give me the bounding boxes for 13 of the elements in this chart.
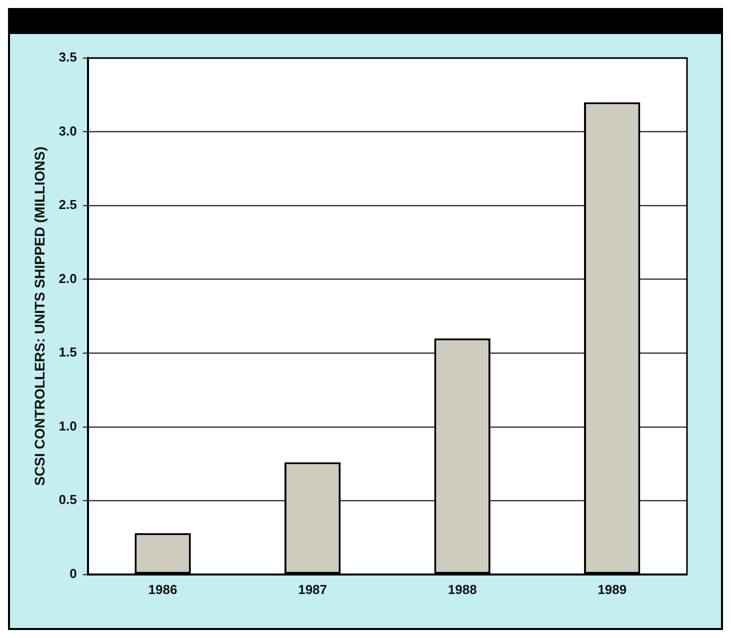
y-tick-label: 0 xyxy=(70,566,77,581)
y-tick-label: 1.0 xyxy=(58,418,77,434)
y-tick-label: 3.0 xyxy=(58,123,77,138)
y-tick-label: 0.5 xyxy=(58,492,77,508)
x-tick-label: 1987 xyxy=(298,582,328,597)
y-tick-label: 3.5 xyxy=(58,50,77,65)
y-tick-label: 1.5 xyxy=(58,344,77,360)
x-tick-label: 1989 xyxy=(598,582,627,597)
x-tick-label: 1988 xyxy=(448,582,477,597)
y-tick-label: 2.5 xyxy=(58,197,77,212)
y-axis-title: SCSI CONTROLLERS: UNITS SHIPPED (MILLIONS) xyxy=(31,146,48,486)
y-tick-label: 2.0 xyxy=(58,270,77,286)
x-tick-label: 1986 xyxy=(148,582,178,597)
